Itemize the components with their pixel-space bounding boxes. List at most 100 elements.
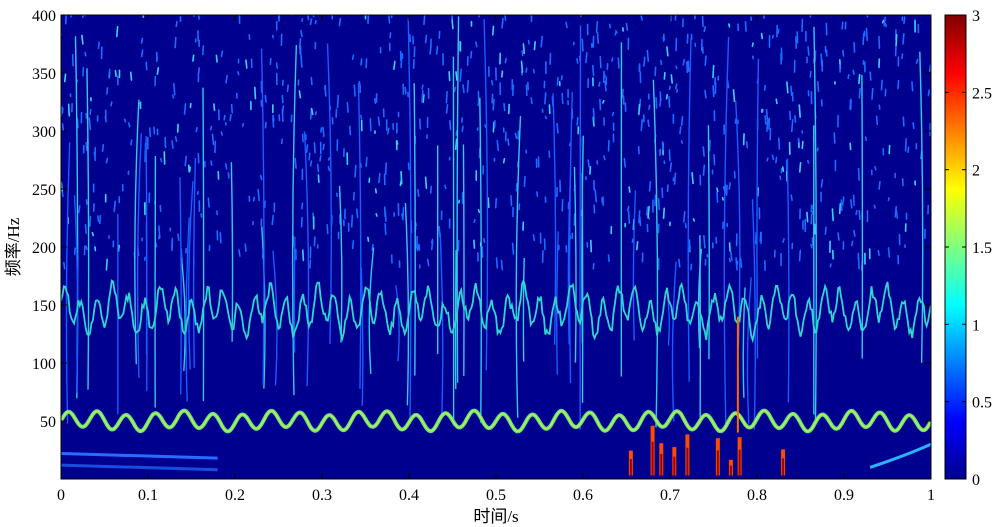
speckle xyxy=(482,237,486,244)
speckle xyxy=(765,108,769,121)
transient-streak xyxy=(462,144,465,376)
transient-streak xyxy=(456,16,460,383)
transient-streak xyxy=(522,257,525,362)
speckle xyxy=(230,103,234,114)
speckle xyxy=(598,81,601,87)
y-tick-label: 50 xyxy=(40,414,56,431)
transient-streak xyxy=(919,51,924,363)
speckle xyxy=(435,45,439,55)
speckle xyxy=(627,210,631,224)
y-axis-label: 频率/Hz xyxy=(4,217,23,276)
x-tick-label: 0.5 xyxy=(486,487,506,504)
speckle xyxy=(501,17,504,29)
speckle xyxy=(454,138,458,150)
speckle xyxy=(430,238,434,244)
speckle xyxy=(798,249,802,262)
speckle xyxy=(220,131,224,136)
speckle xyxy=(384,210,387,223)
speckle xyxy=(174,136,178,142)
speckle xyxy=(561,92,564,105)
speckle xyxy=(156,67,160,75)
speckle xyxy=(721,197,724,201)
speckle xyxy=(581,38,584,52)
speckle xyxy=(105,157,109,164)
speckle xyxy=(257,188,260,202)
speckle xyxy=(281,94,284,104)
speckle xyxy=(117,244,120,252)
speckle xyxy=(779,175,782,181)
speckle xyxy=(445,90,448,104)
speckle xyxy=(781,166,785,173)
speckle xyxy=(735,257,738,271)
speckle xyxy=(680,139,684,144)
speckle xyxy=(491,25,495,36)
transient-streak xyxy=(671,261,677,422)
speckle xyxy=(858,74,861,85)
speckle xyxy=(903,16,906,24)
speckle xyxy=(599,98,602,111)
transient-streak xyxy=(185,217,190,402)
speckle xyxy=(895,209,899,219)
speckle xyxy=(155,242,158,248)
transient-streak xyxy=(136,133,142,378)
speckle xyxy=(93,151,97,162)
speckle xyxy=(809,70,812,78)
speckle xyxy=(864,136,868,142)
speckle xyxy=(353,84,356,97)
speckle xyxy=(907,146,910,153)
transient-streak xyxy=(746,277,752,424)
speckle xyxy=(127,122,131,128)
speckle xyxy=(197,15,200,20)
speckle xyxy=(313,236,316,247)
speckle xyxy=(451,17,454,30)
speckle xyxy=(691,172,694,185)
speckle xyxy=(466,79,469,93)
speckle xyxy=(183,103,187,115)
speckle xyxy=(192,54,195,62)
speckle xyxy=(751,55,755,60)
speckle xyxy=(461,125,464,132)
speckle xyxy=(85,245,88,251)
speckle xyxy=(430,240,434,251)
speckle xyxy=(377,116,381,127)
speckle xyxy=(108,68,111,79)
speckle xyxy=(484,124,487,129)
speckle xyxy=(912,122,915,130)
speckle xyxy=(291,15,293,16)
speckle xyxy=(423,15,426,26)
speckle xyxy=(171,140,174,149)
speckle xyxy=(210,160,213,166)
speckle xyxy=(338,17,342,27)
speckle xyxy=(195,126,198,133)
speckle xyxy=(501,70,504,78)
speckle xyxy=(422,94,425,103)
speckle xyxy=(884,23,888,28)
speckle xyxy=(640,15,643,21)
speckle xyxy=(201,45,205,56)
speckle xyxy=(646,49,650,62)
speckle xyxy=(326,223,329,235)
speckle xyxy=(507,138,510,146)
speckle xyxy=(595,20,599,33)
speckle xyxy=(299,37,302,48)
speckle xyxy=(207,197,210,208)
colorbar-tick-label: 3 xyxy=(972,8,980,25)
speckle xyxy=(902,32,905,45)
speckle xyxy=(680,116,684,127)
speckle xyxy=(782,238,785,244)
transient-streak xyxy=(407,18,412,419)
speckle xyxy=(760,32,763,40)
speckle xyxy=(704,55,707,66)
speckle xyxy=(459,68,462,82)
speckle xyxy=(744,20,747,32)
speckle xyxy=(527,39,530,45)
speckle xyxy=(495,257,499,269)
speckle xyxy=(294,157,297,170)
speckle xyxy=(511,242,515,255)
transient-streak xyxy=(652,79,659,428)
speckle xyxy=(104,116,107,123)
y-axis-ticks: 50 100 150 200 250 300 350 400 xyxy=(32,8,931,431)
speckle xyxy=(61,123,65,132)
speckle xyxy=(496,139,500,152)
